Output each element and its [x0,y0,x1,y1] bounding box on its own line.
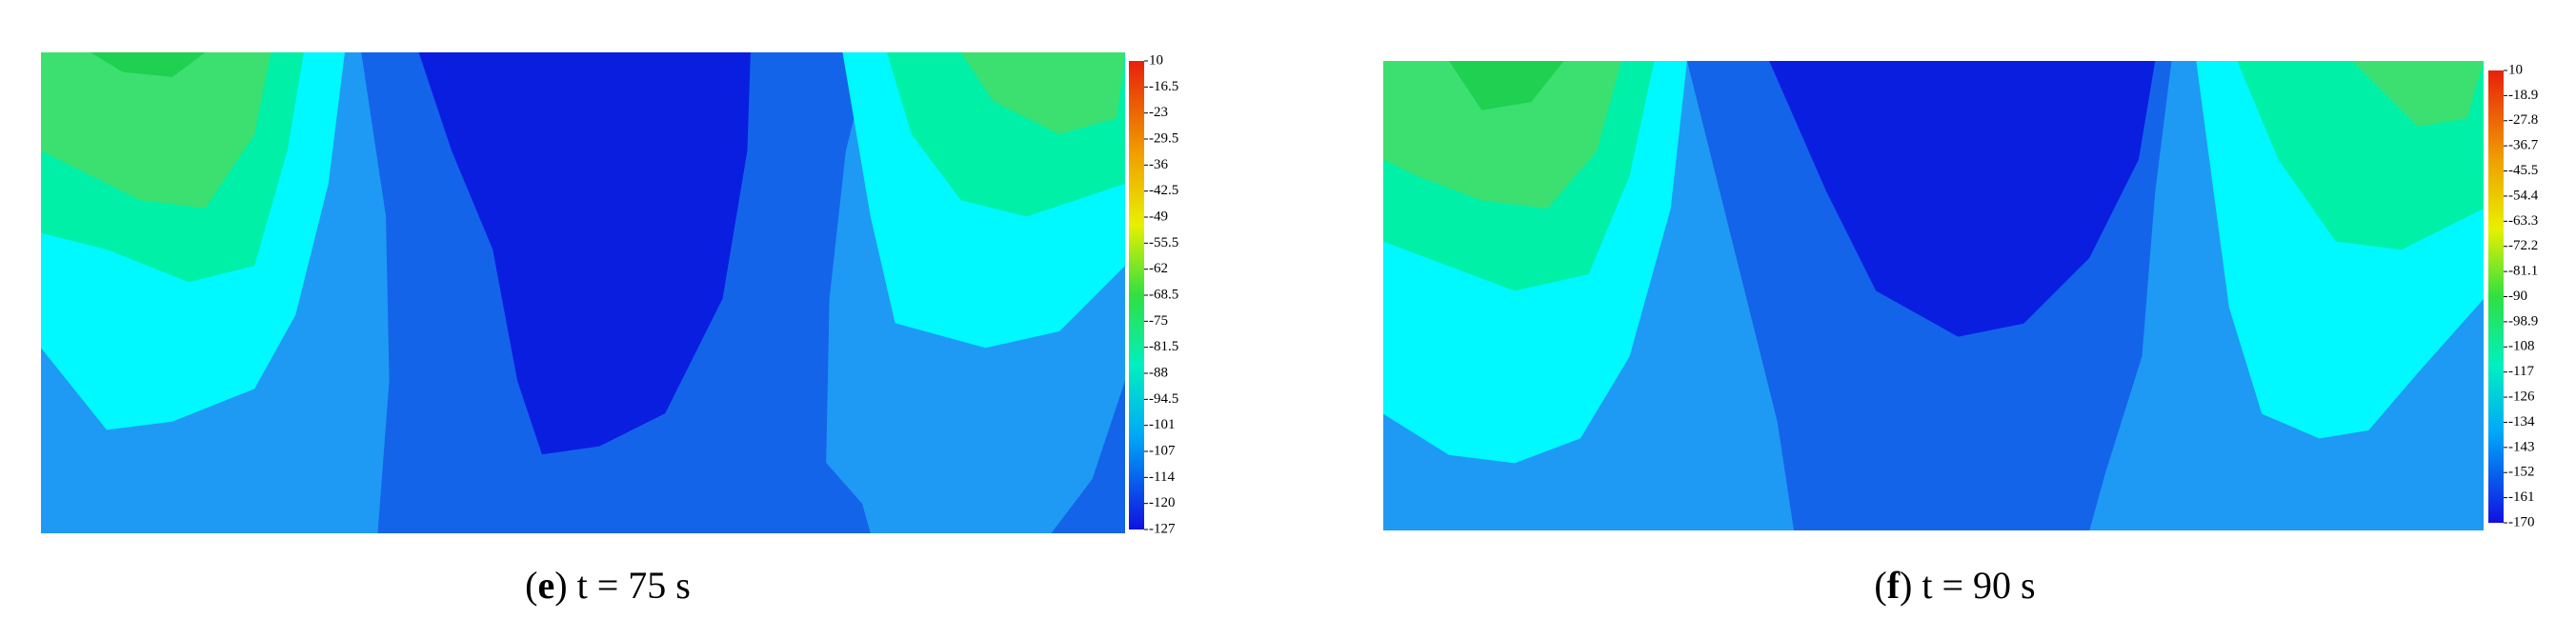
colorbar-tick-label: -55.5 [1149,235,1178,250]
colorbar-tick-label: -45.5 [2508,163,2538,178]
caption-open: ( [525,564,537,607]
region [90,52,206,77]
contour-field [1383,61,2484,530]
colorbar-tick-label: -90 [2508,289,2527,304]
colorbar-tick-label: -16.5 [1149,79,1178,94]
region [1051,380,1125,533]
colorbar-tick-label: -108 [2508,339,2535,354]
region [418,52,751,455]
colorbar-tick-label: -143 [2508,439,2535,454]
panel-label: e [538,564,555,607]
colorbar-tick-label: -23 [1149,105,1168,120]
colorbar-tick-label: -81.1 [2508,264,2538,279]
colorbar-tick-label: -152 [2508,465,2535,480]
panel-label: f [1887,564,1901,607]
caption-open: ( [1874,564,1886,607]
colorbar-tick-label: -75 [1149,313,1168,329]
colorbar-tick-label: -120 [1149,495,1176,510]
region [960,52,1125,135]
caption: (e) t = 75 s [525,564,691,607]
colorbar-tick-label: -27.8 [2508,112,2538,128]
colorbar-tick-label: -114 [1149,469,1175,485]
colorbar-tick-label: -117 [2508,364,2534,379]
colorbar-tick-label: -126 [2508,389,2535,404]
colorbar-tick-label: -94.5 [1149,391,1178,407]
caption: (f) t = 90 s [1874,564,2035,607]
colorbar-tick-label: -134 [2508,414,2535,429]
colorbar-tick-label: -36 [1149,157,1168,172]
colorbar-tick-label: -88 [1149,365,1168,380]
colorbar-tick-label: -98.9 [2508,313,2538,329]
region [1448,61,1564,110]
region [2352,61,2484,127]
colorbar-tick-label: -72.2 [2508,238,2538,253]
colorbar-tick-label: -29.5 [1149,130,1178,146]
colorbar-tick-label: -101 [1149,417,1176,432]
contour-field [41,52,1125,533]
colorbar-tick-label: -161 [2508,489,2535,505]
colorbar-tick-label: -18.9 [2508,88,2538,103]
colorbar [1129,61,1144,529]
colorbar [2488,70,2504,523]
caption-text: ) t = 90 s [1900,564,2036,607]
colorbar-tick-label: -49 [1149,209,1168,224]
region [1383,61,1621,210]
colorbar-tick-label: -170 [2508,514,2535,529]
colorbar-tick-label: -68.5 [1149,287,1178,302]
colorbar-tick-label: -42.5 [1149,183,1178,198]
colorbar-tick-label: -36.7 [2508,138,2539,153]
colorbar-tick-label: 10 [2508,62,2523,77]
caption-text: ) t = 75 s [554,564,691,607]
colorbar-tick-label: -81.5 [1149,339,1178,354]
colorbar-tick-label: -127 [1149,521,1176,536]
region [1769,61,2156,337]
colorbar-tick-label: -107 [1149,443,1176,458]
region [41,52,272,209]
colorbar-tick-label: -63.3 [2508,213,2538,229]
colorbar-tick-label: -54.4 [2508,188,2539,203]
colorbar-tick-label: -62 [1149,261,1168,276]
colorbar-tick-label: 10 [1149,52,1163,68]
